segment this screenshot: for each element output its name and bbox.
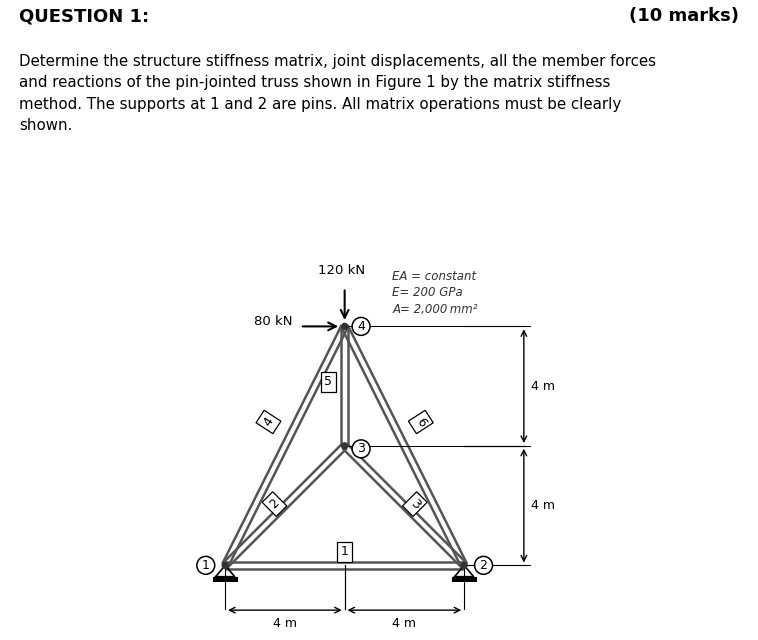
Bar [452, 577, 477, 582]
Circle shape [352, 440, 370, 458]
Circle shape [342, 323, 348, 330]
Text: 3: 3 [357, 442, 365, 455]
Circle shape [342, 443, 348, 449]
Text: 2: 2 [480, 559, 487, 572]
Text: 3: 3 [408, 497, 422, 511]
Text: 4 m: 4 m [393, 617, 416, 630]
Text: 80 kN: 80 kN [254, 316, 293, 328]
Text: 4 m: 4 m [273, 617, 297, 630]
Text: (10 marks): (10 marks) [629, 7, 739, 26]
Circle shape [461, 563, 467, 568]
Circle shape [352, 317, 370, 335]
Text: E= 200 GPa: E= 200 GPa [393, 286, 463, 299]
Text: 5: 5 [324, 375, 332, 388]
Circle shape [475, 556, 493, 574]
Text: 2: 2 [267, 497, 282, 511]
Text: A= 2,000 mm²: A= 2,000 mm² [393, 303, 478, 316]
Text: 1: 1 [202, 559, 210, 572]
Circle shape [222, 563, 228, 568]
Text: 4 m: 4 m [531, 499, 556, 512]
Text: QUESTION 1:: QUESTION 1: [19, 7, 149, 26]
Text: 4: 4 [357, 320, 365, 333]
Text: Determine the structure stiffness matrix, joint displacements, all the member fo: Determine the structure stiffness matrix… [19, 54, 656, 133]
Bar [213, 577, 238, 582]
Text: 4: 4 [261, 415, 276, 429]
Text: 6: 6 [413, 415, 428, 429]
Text: EA = constant: EA = constant [393, 269, 477, 283]
Circle shape [197, 556, 215, 574]
Text: 1: 1 [340, 545, 349, 558]
Text: 4 m: 4 m [531, 380, 556, 392]
Text: 120 kN: 120 kN [318, 264, 365, 277]
